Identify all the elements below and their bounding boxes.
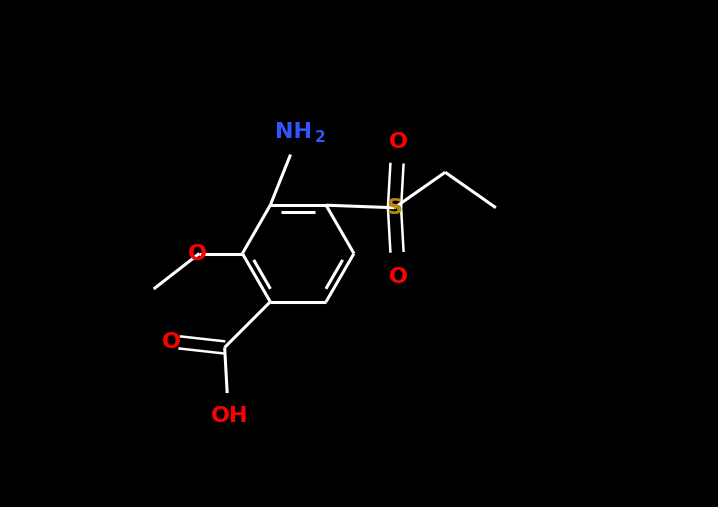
Text: OH: OH: [211, 406, 248, 426]
Text: O: O: [188, 243, 208, 264]
Text: O: O: [162, 333, 181, 352]
Text: 2: 2: [314, 130, 325, 146]
Text: O: O: [389, 132, 408, 152]
Text: O: O: [389, 267, 408, 286]
Text: NH: NH: [274, 122, 312, 142]
Text: S: S: [386, 198, 403, 218]
